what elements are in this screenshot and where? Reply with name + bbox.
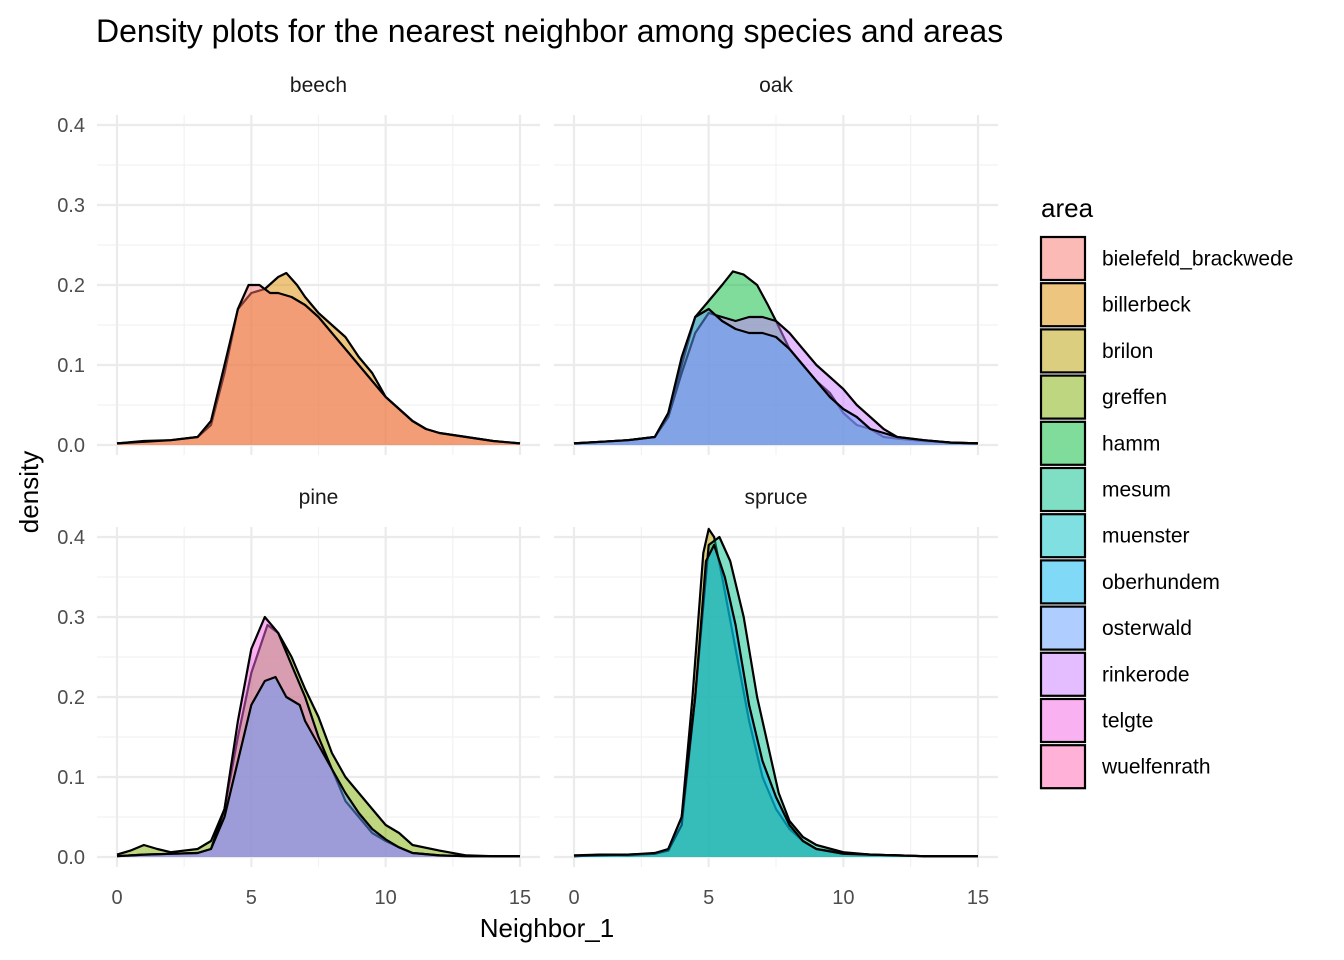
strip-label-beech: beech	[290, 74, 347, 97]
legend-item-rinkerode: rinkerode	[1039, 651, 1190, 697]
strip-label-spruce: spruce	[744, 486, 807, 509]
density-outline-bielefeld_brackwede	[116, 283, 521, 445]
legend-item-muenster: muenster	[1039, 513, 1190, 559]
strip-label-oak: oak	[759, 74, 793, 97]
legend-key	[1039, 282, 1087, 328]
density-area-bielefeld_brackwede	[117, 285, 520, 445]
legend-item-greffen: greffen	[1039, 374, 1167, 420]
legend-item-oberhundem: oberhundem	[1039, 559, 1220, 605]
legend-label: oberhundem	[1102, 571, 1220, 594]
legend-item-billerbeck: billerbeck	[1039, 282, 1191, 328]
density-area-osterwald	[117, 677, 520, 857]
x-tick-label: 15	[509, 887, 531, 909]
legend: area bielefeld_brackwede billerbeck brilon…	[1039, 193, 1293, 790]
facet-panel-spruce: spruce 0 5 10 15	[554, 486, 998, 909]
y-tick-label: 0.1	[57, 355, 85, 377]
legend-title: area	[1041, 193, 1094, 223]
legend-key	[1039, 328, 1087, 374]
legend-key	[1039, 420, 1087, 466]
density-outline-oberhundem	[573, 543, 978, 858]
y-tick-label: 0.4	[57, 115, 85, 137]
chart-title: Density plots for the nearest neighbor a…	[96, 13, 1003, 49]
facet-panels: beech 0.0 0.1 0.2 0.3 0.4 oak pine 0.0 0.1 0.2 0.3 0…	[57, 74, 998, 909]
density-outline-greffen	[116, 623, 520, 858]
legend-key	[1039, 235, 1087, 282]
legend-item-osterwald: osterwald	[1039, 605, 1192, 651]
legend-label: osterwald	[1102, 617, 1192, 640]
x-tick-label: 10	[832, 887, 854, 909]
y-tick-label: 0.1	[57, 767, 85, 789]
y-tick-label: 0.2	[57, 275, 85, 297]
density-area-osterwald	[574, 309, 978, 445]
legend-label: brilon	[1102, 340, 1153, 363]
density-area-mesum	[574, 537, 978, 857]
legend-key	[1039, 651, 1087, 697]
legend-key	[1039, 697, 1087, 744]
legend-item-mesum: mesum	[1039, 466, 1171, 513]
legend-key	[1039, 605, 1087, 651]
legend-label: billerbeck	[1102, 294, 1191, 317]
y-tick-label: 0.2	[57, 687, 85, 709]
legend-label: wuelfenrath	[1101, 756, 1211, 779]
y-tick-label: 0.0	[57, 435, 85, 457]
y-tick-label: 0.3	[57, 195, 85, 217]
x-tick-label: 5	[246, 887, 257, 909]
y-tick-label: 0.4	[57, 527, 85, 549]
density-outline-osterwald	[116, 675, 520, 858]
y-tick-label: 0.3	[57, 607, 85, 629]
legend-item-telgte: telgte	[1039, 697, 1153, 744]
y-axis-title: density	[14, 451, 44, 533]
strip-label-pine: pine	[299, 486, 339, 509]
legend-item-hamm: hamm	[1039, 420, 1160, 466]
legend-key	[1039, 744, 1087, 790]
y-tick-label: 0.0	[57, 847, 85, 869]
x-tick-label: 0	[568, 887, 579, 909]
facet-panel-beech: beech 0.0 0.1 0.2 0.3 0.4	[57, 74, 540, 457]
facet-panel-oak: oak	[554, 74, 998, 455]
x-axis-title: Neighbor_1	[480, 913, 614, 943]
x-tick-label: 5	[703, 887, 714, 909]
legend-key	[1039, 513, 1087, 559]
x-tick-label: 10	[375, 887, 397, 909]
legend-label: telgte	[1102, 710, 1153, 733]
legend-key	[1039, 559, 1087, 605]
legend-key	[1039, 466, 1087, 513]
legend-item-bielefeld_brackwede: bielefeld_brackwede	[1039, 235, 1293, 282]
legend-key	[1039, 374, 1087, 420]
legend-label: bielefeld_brackwede	[1102, 248, 1293, 271]
legend-label: rinkerode	[1102, 663, 1190, 686]
legend-item-brilon: brilon	[1039, 328, 1153, 374]
legend-label: muenster	[1102, 525, 1190, 548]
legend-label: greffen	[1102, 386, 1167, 409]
facet-panel-pine: pine 0.0 0.1 0.2 0.3 0.4 0 5 10 15	[57, 486, 540, 909]
x-tick-label: 0	[111, 887, 122, 909]
x-tick-label: 15	[967, 887, 989, 909]
legend-label: hamm	[1102, 432, 1160, 455]
legend-item-wuelfenrath: wuelfenrath	[1039, 744, 1211, 790]
legend-label: mesum	[1102, 479, 1171, 502]
density-outline-osterwald	[573, 307, 979, 445]
